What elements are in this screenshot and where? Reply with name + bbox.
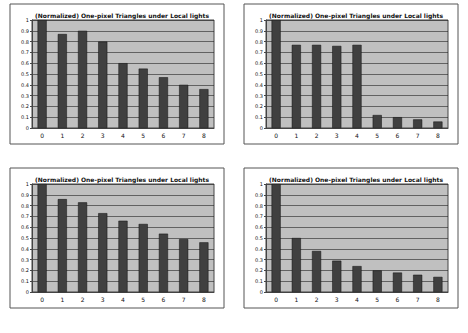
svg-text:1: 1: [26, 181, 29, 187]
svg-text:0.5: 0.5: [21, 71, 29, 77]
svg-text:4: 4: [121, 296, 125, 303]
svg-text:0.3: 0.3: [255, 93, 263, 99]
svg-text:7: 7: [182, 132, 186, 139]
svg-text:2: 2: [315, 296, 319, 303]
svg-text:0.2: 0.2: [21, 267, 29, 273]
svg-text:0.9: 0.9: [21, 28, 29, 34]
svg-text:0.2: 0.2: [255, 103, 263, 109]
svg-text:0.3: 0.3: [255, 257, 263, 263]
svg-text:8: 8: [202, 296, 206, 303]
svg-text:0: 0: [260, 125, 263, 131]
svg-text:5: 5: [141, 296, 145, 303]
svg-text:8: 8: [436, 296, 440, 303]
svg-text:0.9: 0.9: [21, 192, 29, 198]
svg-text:0.7: 0.7: [255, 213, 263, 219]
svg-text:0.7: 0.7: [255, 49, 263, 55]
svg-text:0.9: 0.9: [255, 192, 263, 198]
svg-text:0.1: 0.1: [255, 278, 263, 284]
svg-text:0.3: 0.3: [21, 93, 29, 99]
svg-text:1: 1: [60, 132, 64, 139]
svg-text:0: 0: [40, 296, 44, 303]
svg-text:0.2: 0.2: [21, 103, 29, 109]
svg-text:2: 2: [315, 132, 319, 139]
svg-text:3: 3: [335, 132, 339, 139]
svg-text:0.1: 0.1: [21, 114, 29, 120]
svg-text:0.5: 0.5: [255, 71, 263, 77]
svg-text:5: 5: [141, 132, 145, 139]
svg-text:(Normalized) One-pixel Triangl: (Normalized) One-pixel Triangles under L…: [269, 176, 443, 184]
svg-text:0.5: 0.5: [21, 235, 29, 241]
svg-text:0.4: 0.4: [21, 82, 29, 88]
svg-text:3: 3: [335, 296, 339, 303]
svg-text:0: 0: [260, 289, 263, 295]
svg-text:0: 0: [26, 125, 29, 131]
svg-text:1: 1: [26, 17, 29, 23]
svg-text:0.8: 0.8: [255, 39, 263, 45]
svg-text:0.6: 0.6: [21, 224, 29, 230]
svg-text:0.4: 0.4: [255, 82, 263, 88]
svg-text:0: 0: [40, 132, 44, 139]
svg-text:0.9: 0.9: [255, 28, 263, 34]
svg-text:0.8: 0.8: [21, 203, 29, 209]
svg-text:0.7: 0.7: [21, 49, 29, 55]
svg-text:0.2: 0.2: [255, 267, 263, 273]
svg-text:8: 8: [202, 132, 206, 139]
svg-text:0: 0: [274, 132, 278, 139]
svg-text:1: 1: [60, 296, 64, 303]
svg-text:3: 3: [101, 132, 105, 139]
svg-text:3: 3: [101, 296, 105, 303]
svg-text:0.6: 0.6: [21, 60, 29, 66]
svg-text:0: 0: [274, 296, 278, 303]
svg-text:6: 6: [396, 296, 400, 303]
svg-text:(Normalized) One-pixel Triangl: (Normalized) One-pixel Triangles under L…: [269, 12, 443, 20]
svg-text:0.4: 0.4: [21, 246, 29, 252]
svg-text:1: 1: [294, 132, 298, 139]
svg-text:2: 2: [81, 296, 85, 303]
svg-text:7: 7: [416, 296, 420, 303]
svg-text:1: 1: [260, 17, 263, 23]
svg-text:1: 1: [294, 296, 298, 303]
svg-text:5: 5: [375, 296, 379, 303]
svg-text:0.3: 0.3: [21, 257, 29, 263]
svg-text:6: 6: [396, 132, 400, 139]
svg-text:2: 2: [81, 132, 85, 139]
svg-text:7: 7: [416, 132, 420, 139]
svg-text:4: 4: [355, 132, 359, 139]
svg-text:(Normalized) One-pixel Triangl: (Normalized) One-pixel Triangles under L…: [35, 176, 209, 184]
svg-text:0.7: 0.7: [21, 213, 29, 219]
svg-text:0.8: 0.8: [255, 203, 263, 209]
svg-text:(Normalized) One-pixel Triangl: (Normalized) One-pixel Triangles under L…: [35, 12, 209, 20]
svg-text:6: 6: [162, 296, 166, 303]
svg-text:7: 7: [182, 296, 186, 303]
svg-text:1: 1: [260, 181, 263, 187]
svg-text:0.6: 0.6: [255, 60, 263, 66]
svg-text:8: 8: [436, 132, 440, 139]
svg-text:4: 4: [355, 296, 359, 303]
svg-text:4: 4: [121, 132, 125, 139]
svg-text:0: 0: [26, 289, 29, 295]
svg-text:0.8: 0.8: [21, 39, 29, 45]
svg-text:0.5: 0.5: [255, 235, 263, 241]
svg-text:6: 6: [162, 132, 166, 139]
svg-text:5: 5: [375, 132, 379, 139]
svg-text:0.1: 0.1: [255, 114, 263, 120]
svg-text:0.1: 0.1: [21, 278, 29, 284]
svg-text:0.4: 0.4: [255, 246, 263, 252]
svg-text:0.6: 0.6: [255, 224, 263, 230]
